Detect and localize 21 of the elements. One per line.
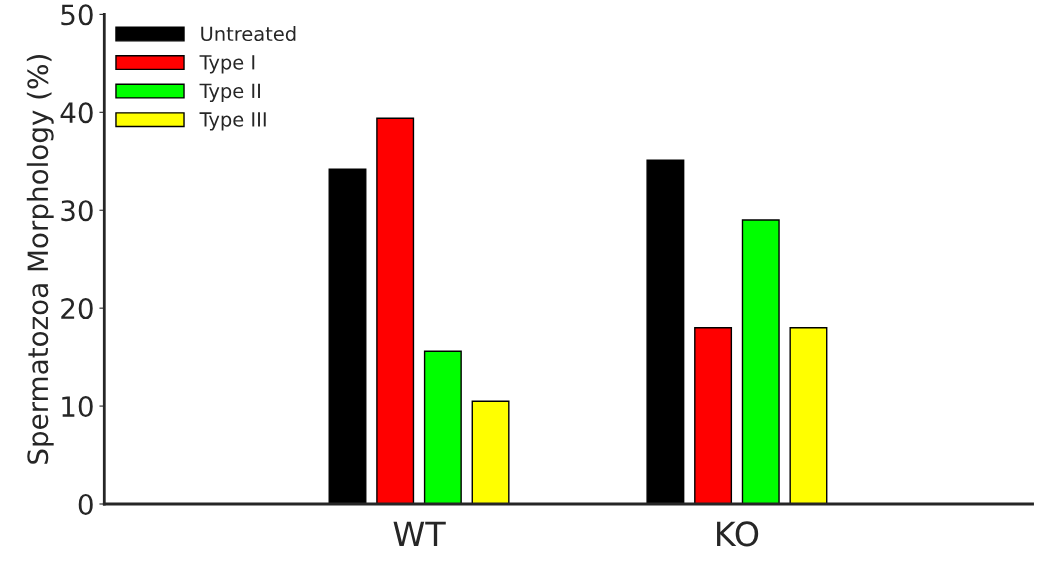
x-tick-label: KO xyxy=(717,521,759,547)
y-tick-label: 20 xyxy=(61,298,93,320)
y-tick-label: 50 xyxy=(61,4,93,26)
bar xyxy=(789,327,828,504)
y-axis-title: Spermatozoa Morphology (%) xyxy=(26,55,54,464)
bar xyxy=(376,117,415,504)
bar xyxy=(694,327,733,504)
y-tick-label: 0 xyxy=(78,493,93,515)
bar xyxy=(741,219,780,504)
y-tick-label: 30 xyxy=(61,200,93,222)
bar xyxy=(646,159,685,504)
bar xyxy=(423,350,462,504)
legend-label: Type I xyxy=(199,55,255,74)
bar xyxy=(328,168,367,504)
legend-label: Type III xyxy=(199,112,266,131)
y-tick-label: 10 xyxy=(62,396,93,418)
x-tick-label: WT xyxy=(393,521,446,546)
y-tick-label: 40 xyxy=(60,102,93,124)
bar xyxy=(471,400,510,504)
legend-label: Type II xyxy=(199,83,260,102)
legend-label: Untreated xyxy=(201,26,296,42)
